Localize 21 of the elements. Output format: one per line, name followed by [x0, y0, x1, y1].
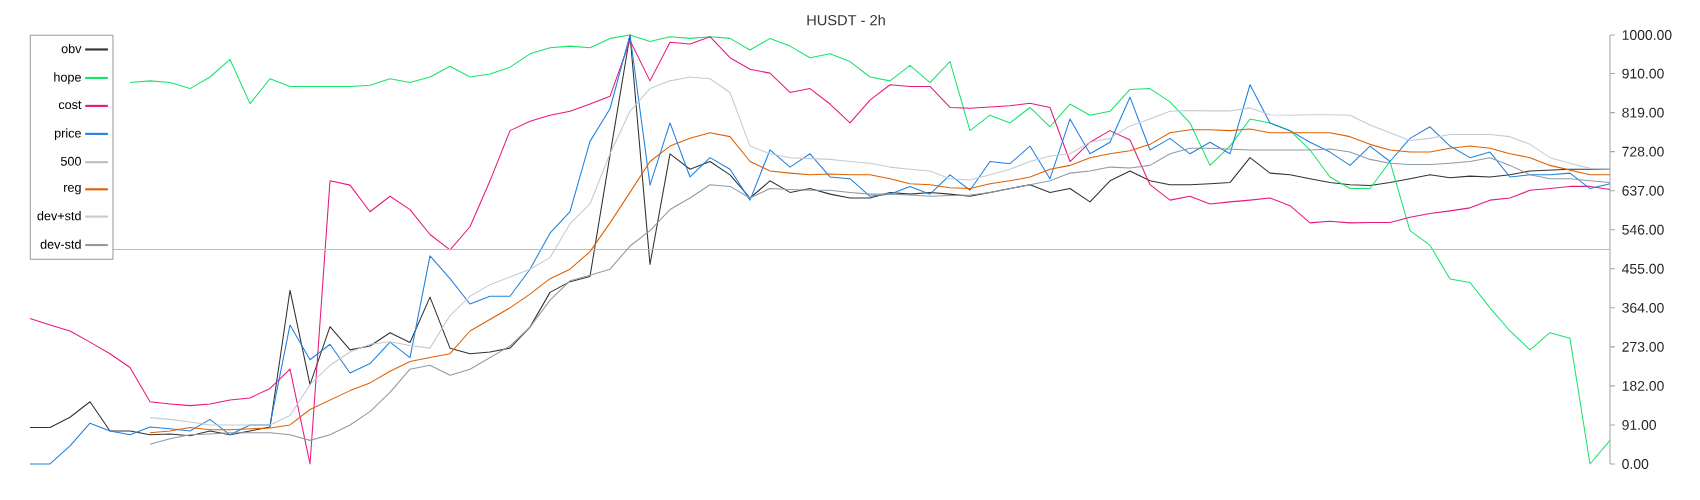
legend-label: 500 — [60, 156, 81, 166]
legend-label: reg — [64, 184, 81, 195]
legend-label: price — [54, 128, 81, 141]
y-tick-label: 455.00 — [1621, 263, 1664, 274]
legend-label: cost — [58, 100, 82, 110]
y-tick-label: 819.00 — [1622, 107, 1664, 118]
y-tick-label: 637.00 — [1622, 185, 1664, 196]
y-tick-label: 728.00 — [1622, 146, 1664, 157]
legend-label: dev-std — [40, 239, 81, 249]
y-tick-label: 364.00 — [1622, 302, 1664, 313]
y-tick-label: 546.00 — [1622, 224, 1664, 235]
y-tick-label: 910.00 — [1622, 68, 1664, 79]
y-tick-label: 273.00 — [1622, 341, 1664, 352]
legend-label: dev+std — [37, 211, 81, 221]
legend-label: hope — [54, 72, 81, 85]
y-tick-label: 91.00 — [1622, 420, 1657, 430]
y-tick-label: 0.00 — [1622, 459, 1649, 469]
y-tick-label: 1000.00 — [1622, 30, 1672, 40]
y-tick-label: 182.00 — [1622, 380, 1664, 391]
legend-label: obv — [61, 43, 82, 54]
chart-title: HUSDT - 2h — [807, 14, 885, 26]
